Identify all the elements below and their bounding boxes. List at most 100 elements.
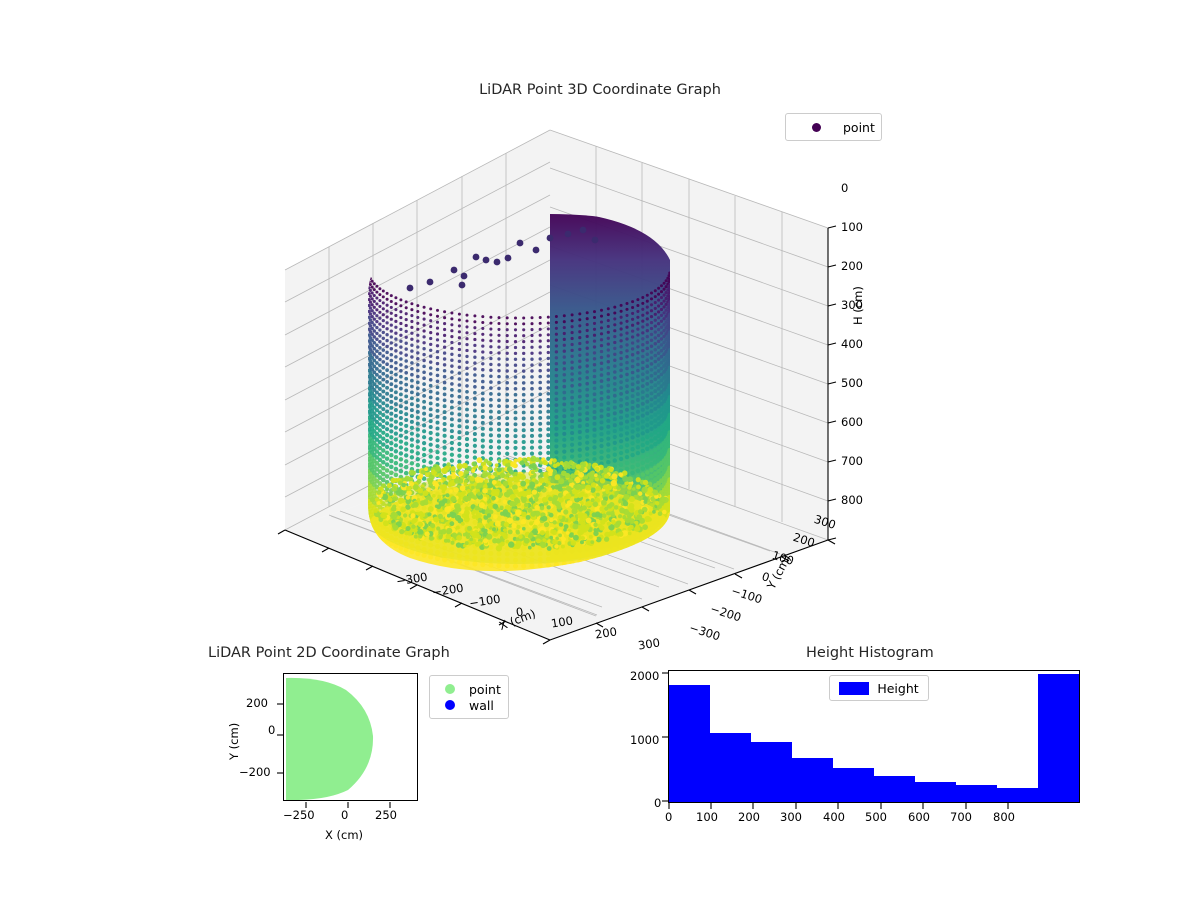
floor-point — [518, 534, 523, 539]
scan-point — [394, 302, 397, 305]
scan-point — [657, 316, 660, 319]
scan-point — [530, 322, 533, 325]
scan-point — [429, 431, 433, 435]
floor-point — [572, 524, 578, 530]
scan-point — [505, 452, 509, 456]
scan-point — [522, 369, 525, 372]
floor-point — [487, 482, 493, 488]
floor-point — [423, 490, 429, 496]
scan-point — [410, 408, 414, 412]
scan-point — [378, 393, 382, 397]
plot2d-legend[interactable]: point wall — [429, 675, 509, 719]
scan-point — [394, 296, 397, 299]
scan-point — [654, 330, 657, 333]
scan-point — [586, 335, 589, 338]
scan-point — [404, 436, 408, 440]
scan-point — [505, 422, 509, 426]
scan-point — [481, 333, 484, 336]
scan-point — [522, 358, 525, 361]
scan-point — [436, 368, 440, 372]
scan-point — [382, 313, 385, 316]
scan-point — [620, 304, 623, 307]
scan-point — [546, 433, 550, 437]
scan-point — [613, 441, 617, 445]
scan-point — [436, 327, 439, 330]
floor-point — [593, 523, 597, 527]
scan-point — [416, 304, 419, 307]
floor-point — [504, 522, 509, 527]
scan-point — [385, 404, 389, 408]
scan-point — [530, 375, 534, 379]
scan-point — [385, 357, 389, 361]
scan-point — [600, 350, 603, 353]
scan-point — [443, 404, 447, 408]
scan-point — [399, 381, 403, 385]
scan-point — [505, 434, 509, 438]
scan-point — [390, 306, 393, 309]
scan-point — [373, 341, 377, 345]
scan-point — [443, 363, 446, 366]
scan-point — [585, 370, 589, 374]
scan-point — [373, 294, 376, 297]
scan-point — [631, 400, 635, 404]
floor-point — [450, 541, 454, 545]
scan-point — [372, 353, 376, 357]
scan-point — [389, 365, 393, 369]
floor-point — [596, 537, 602, 543]
legend-label-point: point — [843, 120, 875, 135]
scan-point — [489, 380, 493, 384]
floor-point — [609, 495, 614, 500]
scan-point — [394, 320, 397, 323]
scan-point — [410, 320, 413, 323]
floor-point — [580, 540, 584, 544]
scan-point — [497, 351, 500, 354]
scan-point — [489, 333, 492, 336]
scan-point — [450, 341, 453, 344]
ceiling-outlier-point — [473, 254, 480, 261]
scan-point — [657, 293, 660, 296]
scan-point — [660, 284, 663, 287]
floor-point — [534, 480, 538, 484]
scan-point — [450, 353, 453, 356]
floor-point — [472, 515, 476, 519]
floor-point — [509, 501, 515, 507]
scan-point — [578, 318, 581, 321]
floor-point — [411, 524, 415, 528]
scan-point — [389, 465, 394, 470]
scan-point — [538, 416, 542, 420]
scan-point — [563, 355, 566, 358]
plot3d-legend[interactable]: point — [785, 113, 882, 141]
scan-point — [458, 330, 461, 333]
floor-point — [652, 510, 656, 514]
floor-point — [543, 477, 549, 483]
floor-point — [593, 531, 598, 536]
scan-point — [410, 314, 413, 317]
scan-point — [378, 311, 381, 314]
scan-point — [585, 417, 589, 421]
scan-point — [390, 341, 393, 344]
scan-point — [505, 363, 508, 366]
scan-point — [378, 293, 381, 296]
floor-point — [438, 535, 442, 539]
scan-point — [555, 350, 558, 353]
floor-point — [487, 513, 491, 517]
scan-point — [465, 449, 469, 453]
scan-point — [630, 441, 634, 445]
scan-point — [578, 412, 582, 416]
scan-point — [481, 386, 485, 390]
scan-point — [481, 409, 485, 413]
scan-point — [600, 397, 604, 401]
scan-point — [607, 360, 610, 363]
scan-point — [410, 367, 414, 371]
ceiling-outlier-point — [565, 231, 572, 238]
scan-point — [410, 432, 414, 436]
scan-point — [631, 335, 634, 338]
scan-point — [554, 421, 558, 425]
scan-point — [489, 357, 492, 360]
floor-point — [664, 503, 670, 509]
floor-point — [561, 470, 567, 476]
scan-point — [570, 454, 574, 458]
floor-point — [566, 531, 570, 535]
floor-point — [636, 514, 642, 520]
floor-point — [400, 507, 406, 513]
